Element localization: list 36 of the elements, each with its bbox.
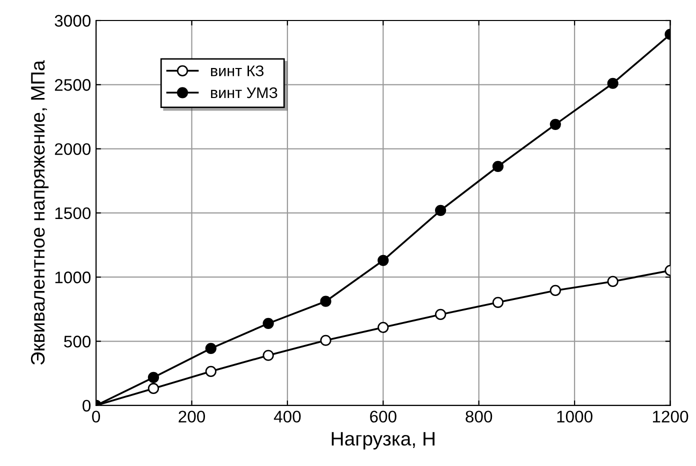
point: [435, 204, 446, 216]
point: [492, 160, 504, 172]
x-tick-label: 600: [370, 410, 396, 423]
point: [378, 254, 389, 266]
point: [205, 366, 216, 377]
y-axis-title: Эквивалентное напряжение, МПа: [30, 60, 49, 365]
y-tick-label: 1000: [55, 272, 91, 284]
point: [262, 318, 274, 329]
point: [148, 382, 160, 394]
point: [148, 372, 160, 384]
legend-label: винт КЗ: [211, 65, 264, 76]
y-tick-label: 500: [64, 336, 91, 348]
x-tick-label: 200: [178, 410, 205, 423]
point: [550, 284, 561, 296]
point: [550, 118, 561, 130]
point: [262, 350, 274, 361]
x-axis-title: Нагрузка, Н: [332, 432, 434, 450]
y-tick-label: 1500: [55, 207, 91, 220]
point: [205, 342, 216, 354]
point: [378, 322, 389, 333]
point: [320, 296, 332, 307]
x-tick-label: 1200: [652, 410, 688, 423]
point: [607, 276, 618, 288]
legend-label: винт УМЗ: [211, 87, 278, 98]
point: [607, 78, 618, 89]
x-tick-label: 0: [92, 410, 100, 423]
y-tick-label: 3000: [54, 14, 91, 27]
x-tick-label: 1000: [557, 410, 592, 423]
point: [492, 296, 504, 308]
point: [320, 334, 332, 346]
y-tick-label: 2500: [54, 79, 91, 91]
x-tick-label: 800: [466, 410, 492, 423]
y-tick-label: 0: [82, 400, 91, 412]
x-tick-label: 400: [274, 410, 301, 423]
y-tick-label: 2000: [54, 143, 91, 156]
point: [435, 308, 446, 320]
